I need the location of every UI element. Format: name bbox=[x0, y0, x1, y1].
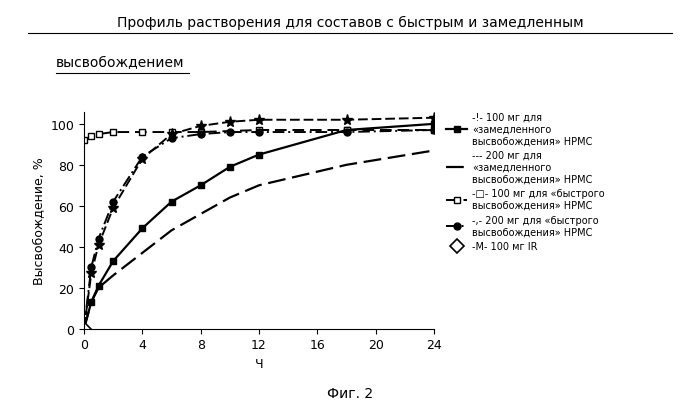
Y-axis label: Высвобождение, %: Высвобождение, % bbox=[32, 157, 45, 284]
Text: Фиг. 2: Фиг. 2 bbox=[327, 386, 373, 400]
Text: высвобождением: высвобождением bbox=[56, 56, 185, 70]
Legend: -!- 100 мг для
«замедленного
высвобождения» НРМС, --- 200 мг для
«замедленного
в: -!- 100 мг для «замедленного высвобожден… bbox=[446, 113, 605, 251]
X-axis label: Ч: Ч bbox=[255, 357, 263, 370]
Text: Профиль растворения для составов с быстрым и замедленным: Профиль растворения для составов с быстр… bbox=[117, 16, 583, 30]
